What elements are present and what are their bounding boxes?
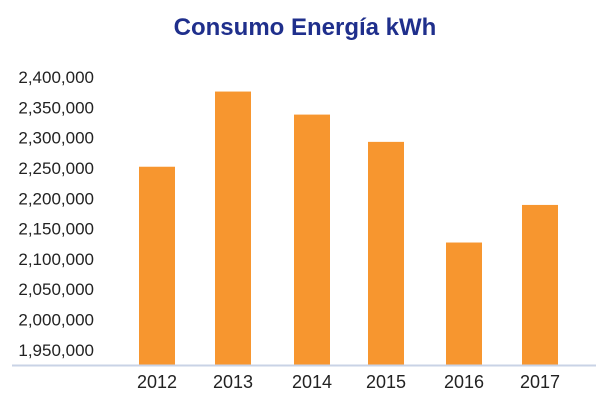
y-tick-label: 2,150,000 bbox=[18, 220, 94, 239]
x-tick-label: 2017 bbox=[520, 372, 560, 392]
y-tick-label: 2,350,000 bbox=[18, 98, 94, 117]
y-tick-label: 2,100,000 bbox=[18, 250, 94, 269]
bar-2016 bbox=[446, 242, 482, 365]
y-tick-label: 2,300,000 bbox=[18, 129, 94, 148]
y-tick-label: 2,000,000 bbox=[18, 311, 94, 330]
bar-2013 bbox=[215, 91, 251, 366]
x-tick-label: 2013 bbox=[213, 372, 253, 392]
bar-2012 bbox=[139, 166, 175, 365]
y-tick-label: 1,950,000 bbox=[18, 341, 94, 360]
bar-2017 bbox=[522, 204, 558, 365]
x-tick-label: 2012 bbox=[137, 372, 177, 392]
y-tick-label: 2,050,000 bbox=[18, 280, 94, 299]
chart-title: Consumo Energía kWh bbox=[173, 14, 437, 41]
y-tick-label: 2,400,000 bbox=[18, 68, 94, 87]
x-tick-label: 2016 bbox=[444, 372, 484, 392]
x-tick-label: 2015 bbox=[366, 372, 406, 392]
y-tick-label: 2,250,000 bbox=[18, 159, 94, 178]
bar-2014 bbox=[294, 114, 330, 365]
y-tick-label: 2,200,000 bbox=[18, 189, 94, 208]
bar-2015 bbox=[368, 141, 404, 365]
x-tick-label: 2014 bbox=[292, 372, 332, 392]
